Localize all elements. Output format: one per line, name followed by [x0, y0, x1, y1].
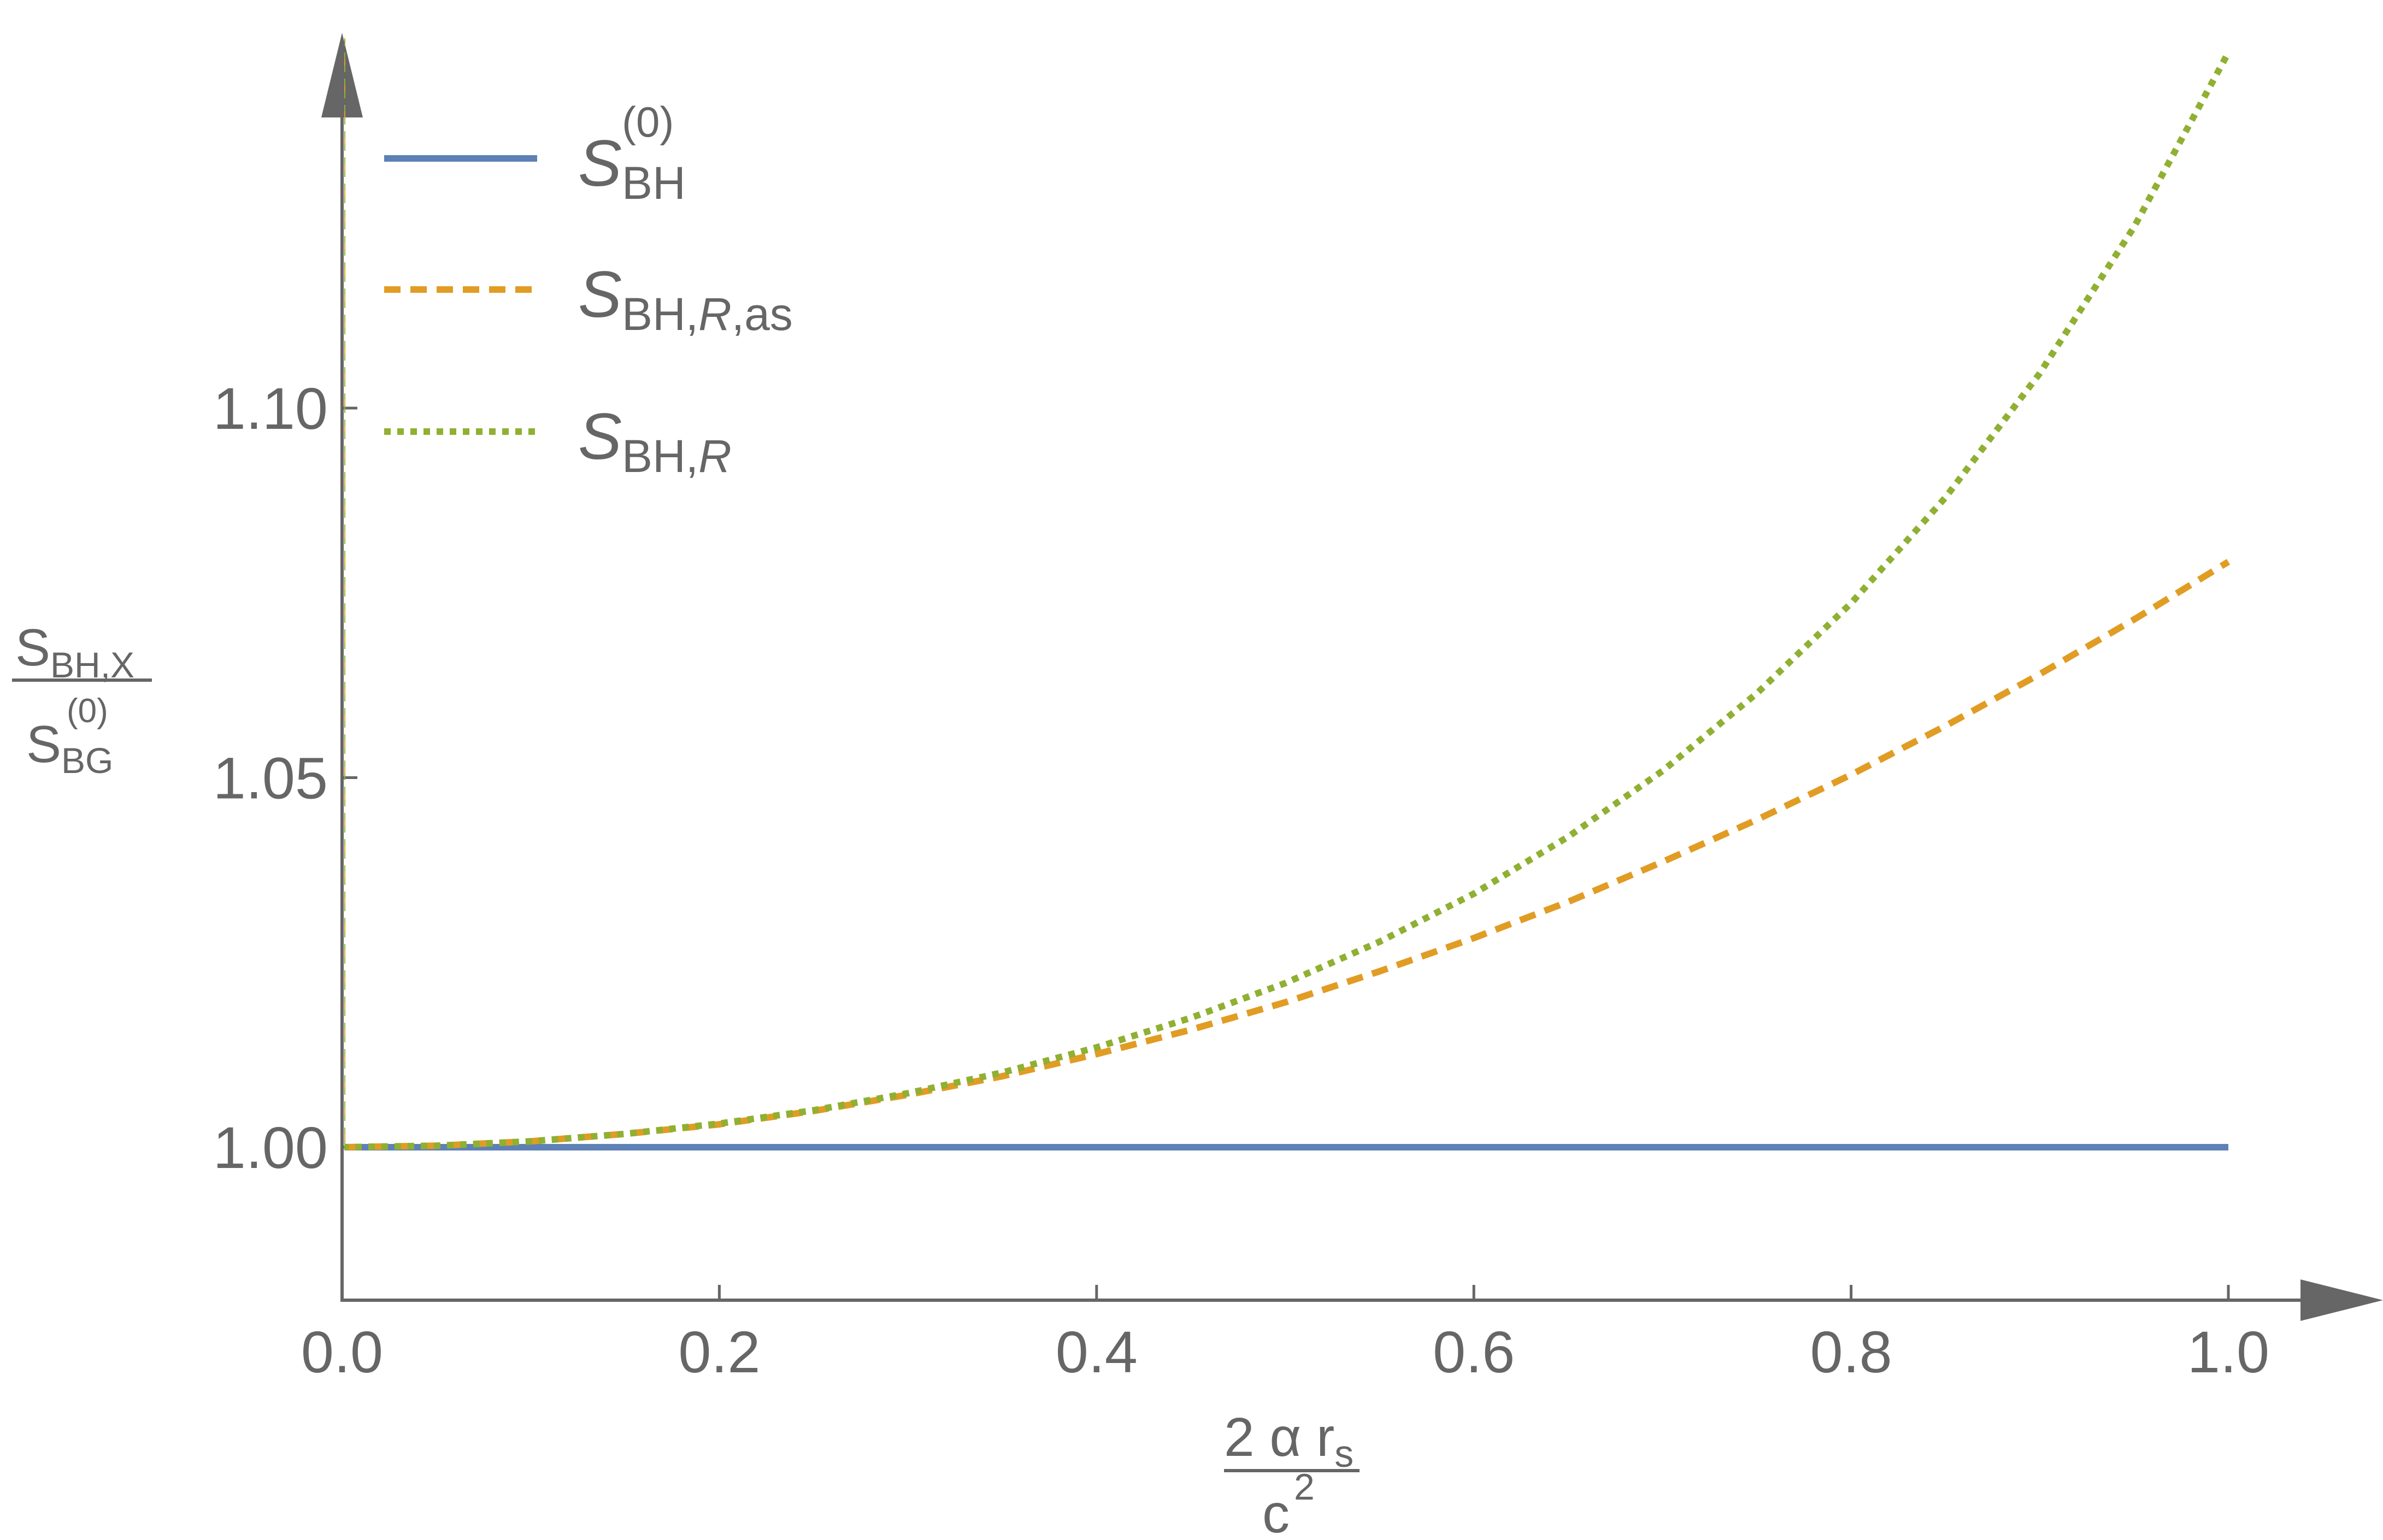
series-group	[344, 38, 2232, 1150]
x-axis-label: 2 α rs c 2	[1224, 1407, 1360, 1540]
x-tick-label: 0.2	[678, 1319, 760, 1385]
x-label-numerator: 2 α rs	[1224, 1407, 1354, 1475]
legend: SBH (0) SBH,R,as SBH,R	[384, 98, 793, 482]
legend-item-s-bh-r-as: SBH,R,as	[384, 258, 793, 340]
legend-label-s-bh-0-sup: (0)	[622, 98, 674, 146]
x-tick-label: 0.8	[1810, 1319, 1892, 1385]
x-tick-label: 0.0	[301, 1319, 383, 1385]
legend-label-s-bh-r: SBH,R	[578, 400, 732, 482]
series-line-dotted	[344, 51, 2232, 1150]
legend-label-s-bh-r-as: SBH,R,as	[578, 258, 793, 340]
y-tick-label: 1.00	[213, 1114, 328, 1181]
y-tick-label: 1.10	[213, 375, 328, 441]
x-axis-arrowhead	[2300, 1279, 2383, 1321]
x-ticks: 0.0 0.2 0.4 0.6 0.8 1.0	[301, 1285, 2269, 1385]
axes	[321, 33, 2383, 1321]
legend-item-s-bh-0: SBH (0)	[384, 98, 686, 209]
x-tick-label: 1.0	[2187, 1319, 2269, 1385]
y-label-denominator-sup: (0)	[67, 692, 108, 730]
y-axis-arrowhead	[321, 33, 363, 117]
legend-label-s-bh-0: SBH	[578, 127, 686, 209]
y-label-denominator: SBG	[26, 715, 113, 781]
legend-item-s-bh-r: SBH,R	[384, 400, 732, 482]
y-label-numerator: SBH,X	[15, 618, 134, 685]
y-ticks: 1.00 1.05 1.10	[213, 375, 357, 1181]
series-line-dashed	[344, 559, 2231, 1150]
y-axis-label: SBH,X SBG (0)	[12, 618, 152, 781]
y-tick-label: 1.05	[213, 745, 328, 811]
x-label-denominator-sup: 2	[1294, 1466, 1315, 1508]
x-label-denominator: c	[1262, 1483, 1290, 1540]
x-tick-label: 0.4	[1056, 1319, 1138, 1385]
x-tick-label: 0.6	[1433, 1319, 1515, 1385]
